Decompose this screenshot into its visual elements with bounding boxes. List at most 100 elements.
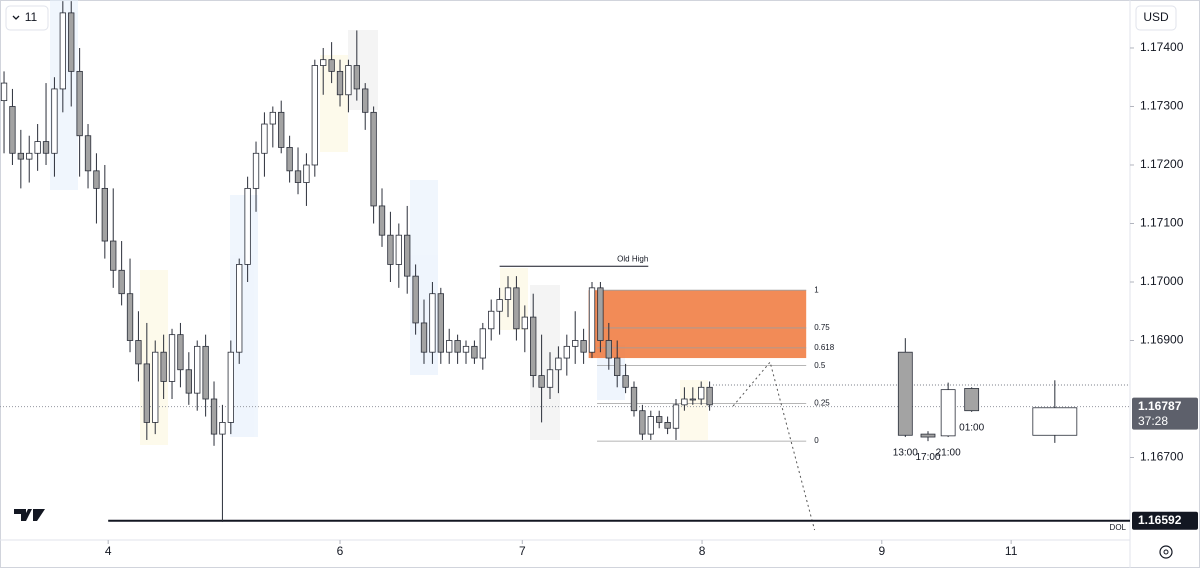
candle-body (580, 340, 587, 353)
candle-body (471, 345, 478, 359)
currency-box[interactable] (1135, 5, 1177, 31)
y-tick-label: 1.17100 (1140, 216, 1184, 230)
candle-body (672, 404, 680, 429)
candle-body (42, 141, 50, 154)
candle-body (1032, 407, 1078, 436)
dol-label: DOL (1110, 523, 1127, 532)
candle-body (34, 141, 41, 154)
candle-body (51, 88, 58, 154)
candle-body (160, 351, 167, 382)
candle-body (252, 152, 260, 189)
session-box (230, 195, 258, 437)
candle-body (353, 65, 360, 90)
candle-body (185, 369, 192, 394)
htf-time-label: 21:00 (936, 448, 961, 459)
candle-body (311, 65, 318, 166)
candle-body (84, 135, 92, 172)
candle-body (605, 340, 612, 359)
candle-body (294, 170, 302, 183)
candle-body (664, 422, 671, 429)
x-tick-label: 11 (1005, 544, 1018, 558)
dol-price: 1.16592 (1138, 513, 1182, 527)
candle-body (546, 369, 554, 388)
candle-body (269, 111, 276, 125)
countdown: 37:28 (1138, 414, 1168, 428)
candle-body (362, 88, 369, 113)
candle-body (454, 340, 461, 353)
candle-body (563, 345, 570, 359)
y-tick-label: 1.17300 (1140, 99, 1184, 113)
candle-body (0, 82, 8, 102)
fib-label: 1 (814, 285, 819, 294)
x-tick-label: 4 (105, 544, 112, 558)
candle-body (530, 316, 537, 377)
candle-body (110, 240, 117, 271)
settings-icon-center (1163, 549, 1169, 555)
candle-body (303, 164, 310, 183)
dol-badge (1132, 511, 1198, 530)
candle-body (118, 269, 125, 295)
htf-time-label: 17:00 (915, 452, 940, 463)
candle-body (202, 345, 209, 400)
x-tick-label: 6 (337, 544, 344, 558)
interval-label[interactable]: 11 (25, 10, 38, 24)
candle-body (378, 205, 386, 236)
candle-body (210, 398, 218, 435)
candle-body (462, 345, 470, 353)
candle-body (698, 386, 705, 400)
y-tick-label: 1.16900 (1140, 333, 1184, 347)
htf-time-label: 01:00 (959, 423, 984, 434)
candle-body (446, 340, 453, 353)
candle-body (538, 375, 545, 388)
last-price: 1.16787 (1138, 399, 1182, 413)
currency-label[interactable]: USD (1143, 10, 1169, 24)
interval-button[interactable]: 11 (5, 5, 49, 31)
x-tick-label: 7 (519, 544, 526, 558)
candle-body (59, 12, 66, 90)
candle-body (93, 170, 100, 189)
candle-body (588, 287, 596, 353)
candle-body (940, 389, 956, 437)
candle-body (345, 65, 352, 96)
candle-body (614, 357, 621, 377)
candle-body (168, 334, 176, 382)
candle-body (897, 351, 913, 436)
candle-body (521, 316, 528, 330)
x-tick-label: 8 (699, 544, 706, 558)
candle-body (278, 111, 285, 148)
candle-body (622, 375, 629, 388)
candle-body (194, 345, 201, 394)
fib-label: 0.75 (814, 323, 830, 332)
candle-body (177, 334, 184, 371)
candle-body (26, 152, 33, 160)
candle-body (488, 310, 495, 330)
candle-body (286, 147, 293, 172)
candle-body (920, 433, 936, 438)
candle-body (227, 351, 234, 423)
candle-body (681, 398, 688, 406)
currency-button[interactable]: USD (1135, 5, 1177, 31)
candle-body (261, 123, 268, 154)
tradingview-logo[interactable] (14, 509, 45, 521)
settings-button[interactable] (1159, 545, 1173, 559)
settings-icon[interactable] (1159, 545, 1173, 559)
y-tick-label: 1.17000 (1140, 274, 1184, 288)
candle-body (496, 299, 503, 312)
candle-body (219, 422, 226, 435)
candle-body (152, 351, 159, 423)
y-tick-label: 1.17200 (1140, 157, 1184, 171)
candle-body (76, 70, 83, 137)
x-tick-label: 9 (878, 544, 885, 558)
candle-body (964, 388, 980, 412)
candle-body (647, 416, 654, 435)
interval-box[interactable] (5, 5, 49, 31)
last-price-badge (1132, 397, 1198, 430)
candle-body (370, 111, 377, 207)
candle-body (126, 293, 134, 341)
candle-body (135, 340, 142, 365)
candle-body (412, 275, 419, 324)
htf-time-label: 13:00 (893, 448, 918, 459)
candle-body (387, 234, 394, 265)
candle-body (479, 328, 486, 359)
candle-body (597, 287, 604, 341)
